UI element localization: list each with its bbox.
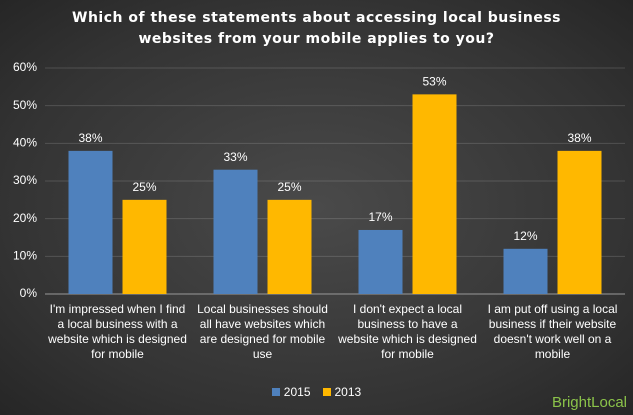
y-tick-label: 0% <box>20 286 38 300</box>
watermark: BrightLocal <box>551 394 627 411</box>
data-label: 12% <box>513 229 537 243</box>
chart-title: Which of these statements about accessin… <box>72 10 561 47</box>
data-label: 25% <box>277 180 301 194</box>
bar <box>358 229 403 294</box>
data-label: 25% <box>132 180 156 194</box>
data-label: 33% <box>223 150 247 164</box>
y-tick-label: 20% <box>13 211 37 225</box>
bar <box>503 248 548 294</box>
x-tick-label: Local businesses should all have website… <box>197 302 328 361</box>
legend-swatch <box>271 388 280 396</box>
bar <box>557 150 602 294</box>
y-tick-label: 40% <box>13 136 37 150</box>
x-tick-label: I am put off using a local business if t… <box>487 302 618 361</box>
legend-label: 2013 <box>334 385 362 399</box>
data-label: 38% <box>78 131 102 145</box>
x-tick-label: I'm impressed when I find a local busine… <box>48 302 187 361</box>
legend-label: 2015 <box>283 385 311 399</box>
x-tick-label: I don't expect a local business to have … <box>338 302 477 361</box>
data-label: 38% <box>567 131 591 145</box>
bar <box>267 199 312 294</box>
y-tick-label: 30% <box>13 173 37 187</box>
data-label: 53% <box>422 75 446 89</box>
bar <box>213 169 258 294</box>
legend-item: 2013 <box>322 385 362 399</box>
bar <box>68 150 113 294</box>
legend-item: 2015 <box>271 385 311 399</box>
y-tick-label: 10% <box>13 249 37 263</box>
legend: 2015 2013 <box>0 385 633 399</box>
bar <box>412 94 457 294</box>
y-tick-label: 60% <box>13 60 37 74</box>
legend-swatch <box>322 388 331 396</box>
data-label: 17% <box>368 210 392 224</box>
bar <box>122 199 167 294</box>
y-tick-label: 50% <box>13 98 37 112</box>
